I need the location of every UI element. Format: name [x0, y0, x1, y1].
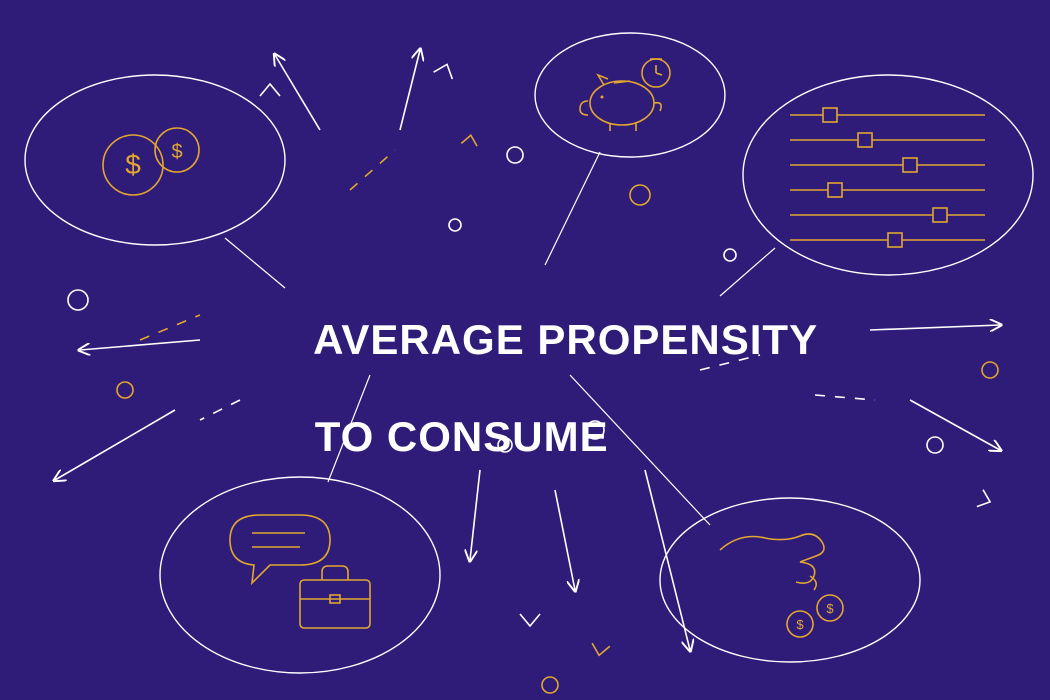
title-line-2: TO CONSUME	[315, 413, 609, 460]
hand-coins-icon: $$	[720, 534, 843, 637]
piggybank-icon	[580, 59, 670, 131]
sliders-icon	[790, 108, 985, 247]
svg-text:$: $	[171, 141, 182, 163]
title-line-1: AVERAGE PROPENSITY	[313, 316, 818, 363]
svg-text:$: $	[125, 149, 141, 180]
svg-text:$: $	[826, 601, 834, 616]
chat-briefcase-icon	[230, 515, 370, 628]
main-title: AVERAGE PROPENSITY TO CONSUME	[264, 268, 818, 509]
bubble-hand	[660, 498, 920, 662]
infographic-canvas: $$$$ AVERAGE PROPENSITY TO CONSUME	[0, 0, 1050, 700]
svg-text:$: $	[796, 617, 804, 632]
coins-icon: $$	[103, 128, 199, 195]
bubble-coins	[25, 75, 285, 245]
bubble-piggy	[535, 33, 725, 157]
